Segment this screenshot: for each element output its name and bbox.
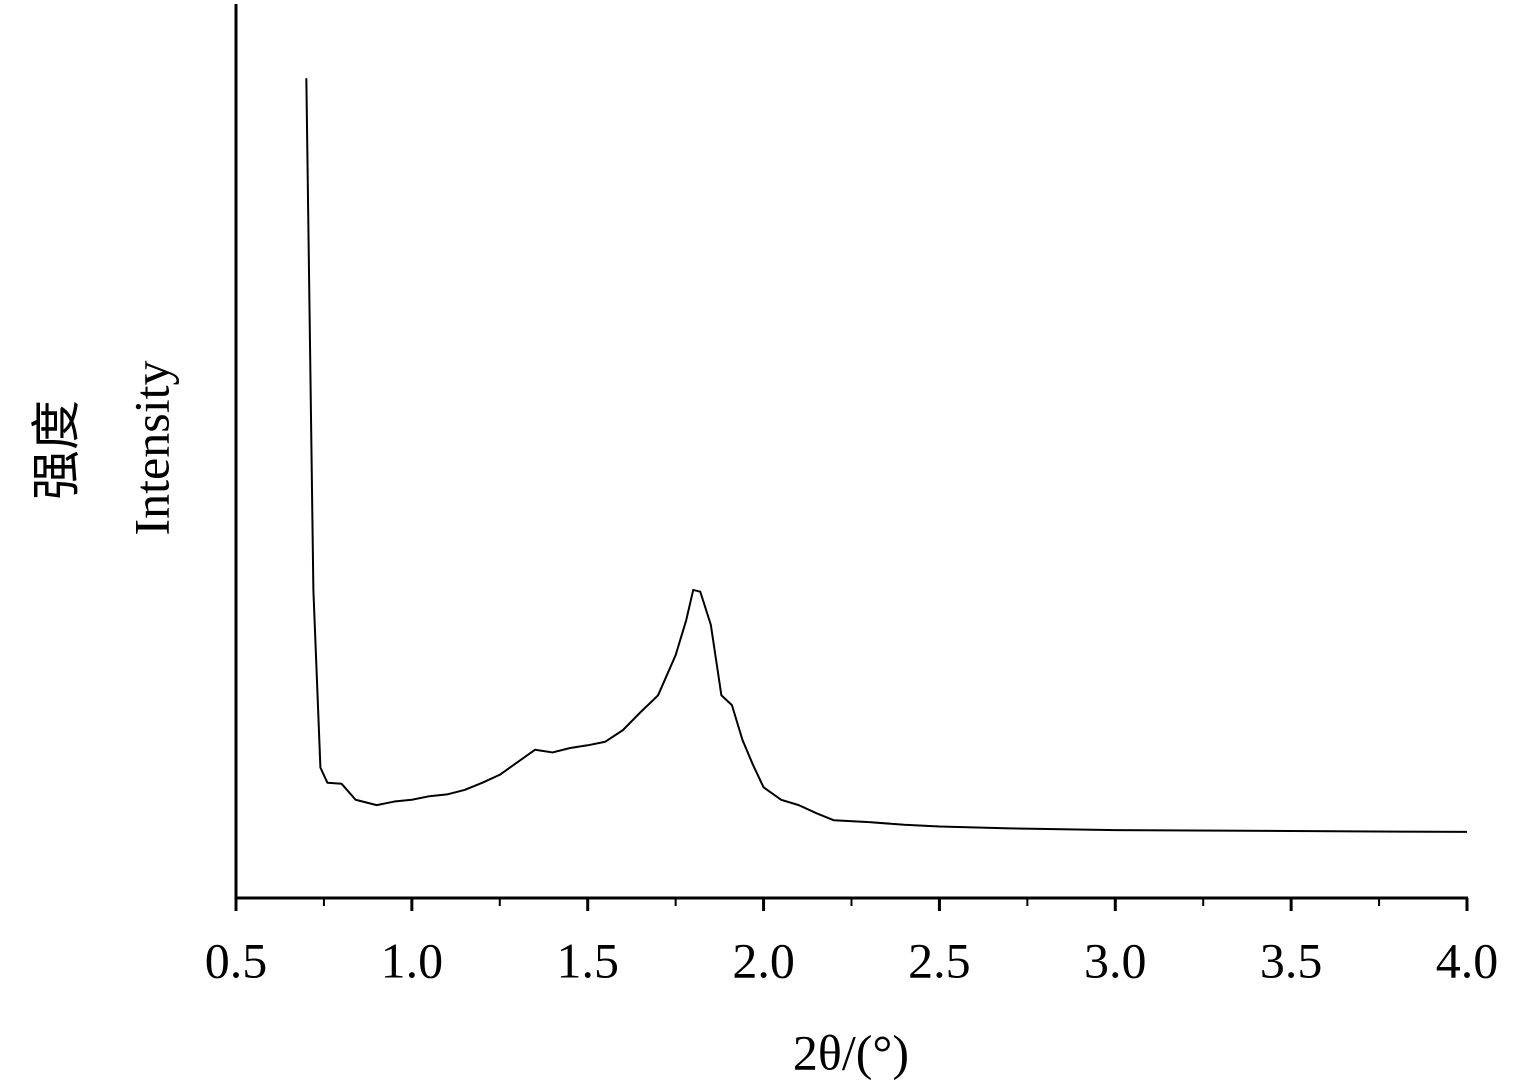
x-tick-label: 4.0 xyxy=(1436,932,1499,988)
x-tick-label: 2.5 xyxy=(908,932,971,988)
x-tick-label: 3.0 xyxy=(1084,932,1147,988)
x-axis-title: 2θ/(°) xyxy=(793,1024,909,1080)
x-tick-label: 0.5 xyxy=(205,932,268,988)
x-tick-label: 1.0 xyxy=(381,932,444,988)
x-tick-label: 3.5 xyxy=(1260,932,1323,988)
x-tick-label: 2.0 xyxy=(732,932,795,988)
y-axis-title-en: Intensity xyxy=(123,361,179,536)
x-tick-label: 1.5 xyxy=(556,932,619,988)
y-axis-title: 强度 xyxy=(28,400,84,500)
data-line xyxy=(305,78,1468,833)
